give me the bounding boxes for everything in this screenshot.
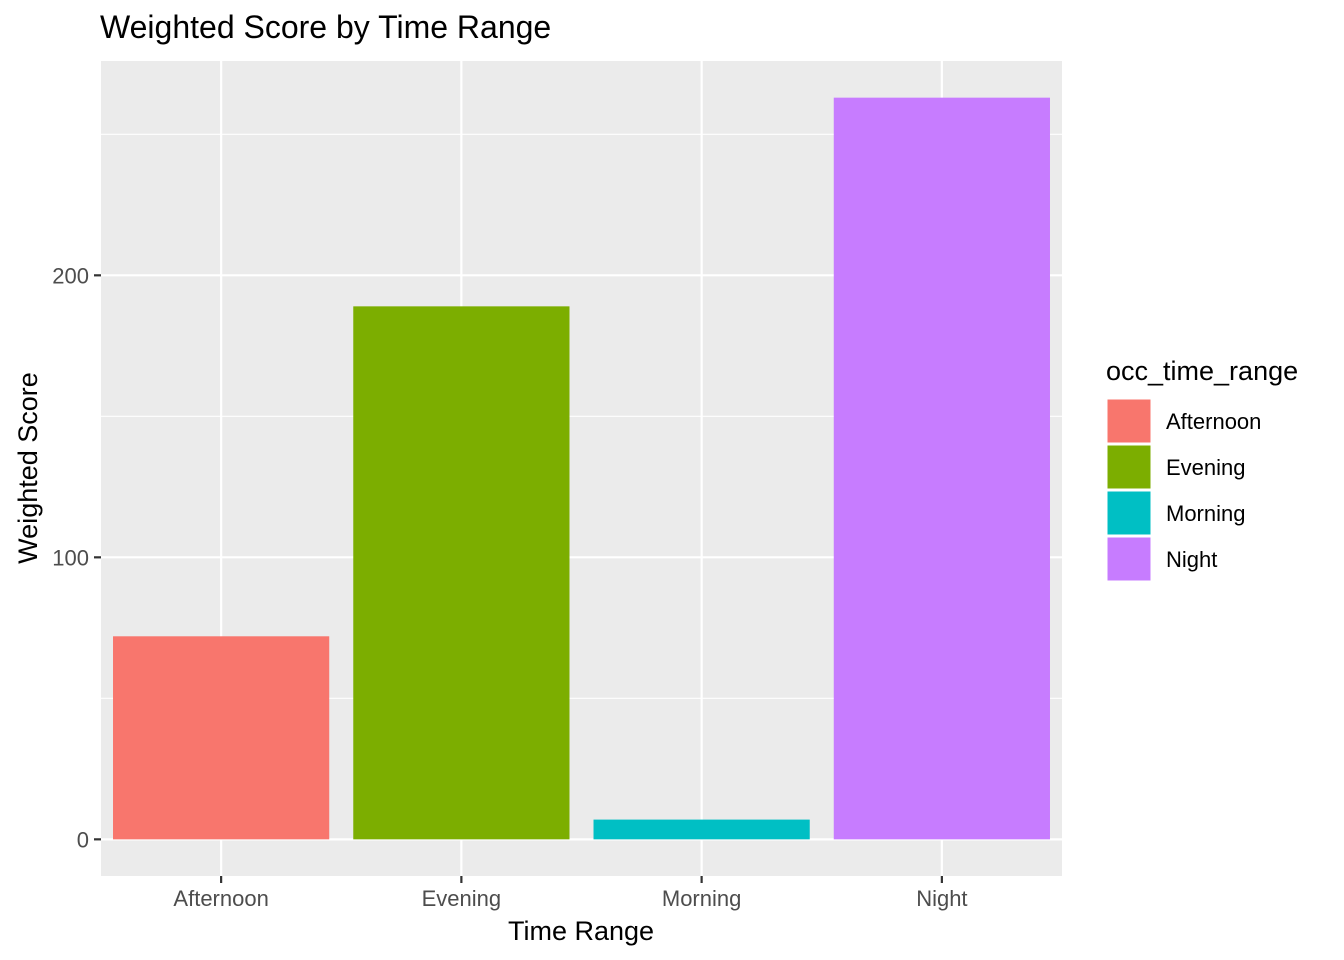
legend-title: occ_time_range: [1106, 356, 1298, 386]
x-tick-label-afternoon: Afternoon: [173, 886, 268, 911]
legend: occ_time_range Afternoon Evening Morning Ni…: [1106, 356, 1298, 582]
legend-label-evening: Evening: [1166, 455, 1246, 480]
x-axis: Afternoon Evening Morning Night: [173, 876, 968, 911]
bar-morning: [593, 819, 810, 840]
y-axis-title: Weighted Score: [13, 372, 43, 564]
y-tick-label: 200: [52, 263, 89, 288]
legend-key-afternoon: [1106, 398, 1152, 444]
legend-key-evening: [1106, 444, 1152, 490]
legend-items: Afternoon Evening Morning Night: [1106, 398, 1261, 582]
y-tick-label: 100: [52, 545, 89, 570]
legend-label-afternoon: Afternoon: [1166, 409, 1261, 434]
chart-title: Weighted Score by Time Range: [100, 9, 551, 45]
x-tick-label-morning: Morning: [662, 886, 741, 911]
y-tick-label: 0: [77, 827, 89, 852]
y-axis: 0 100 200: [52, 263, 101, 852]
plot-panel: [101, 61, 1062, 876]
legend-key-morning: [1106, 490, 1152, 536]
bar-afternoon: [113, 636, 330, 840]
x-axis-title: Time Range: [508, 916, 654, 946]
legend-label-morning: Morning: [1166, 501, 1245, 526]
legend-label-night: Night: [1166, 547, 1217, 572]
bar-evening: [353, 306, 570, 840]
x-tick-label-night: Night: [916, 886, 967, 911]
legend-key-night: [1106, 536, 1152, 582]
bar-night: [833, 97, 1050, 840]
x-tick-label-evening: Evening: [422, 886, 502, 911]
